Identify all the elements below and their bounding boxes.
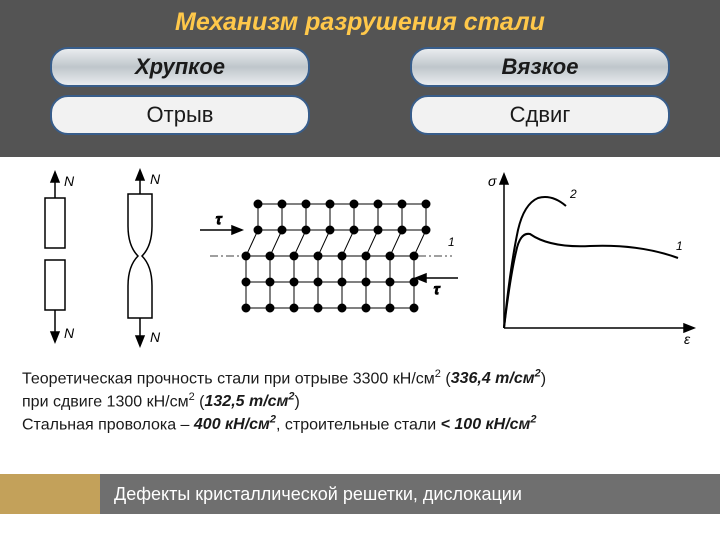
body-text: Теоретическая прочность стали при отрыве… — [0, 353, 720, 446]
label-N-bot2: N — [150, 329, 161, 345]
pill-shear: Сдвиг — [410, 95, 670, 135]
bottom-caption: Дефекты кристаллической решетки, дислока… — [100, 474, 720, 514]
header-panel: Механизм разрушения стали Хрупкое Вязкое… — [0, 0, 720, 157]
necking-diagram: N N — [100, 168, 180, 348]
diagram-row: N N N N τ τ 1 — [12, 163, 708, 353]
lattice-point-1: 1 — [448, 235, 455, 249]
bottom-bar: Дефекты кристаллической решетки, дислока… — [0, 474, 720, 514]
sigma-label: σ — [488, 173, 497, 189]
curve-2-label: 2 — [569, 187, 577, 201]
curve-1-label: 1 — [676, 239, 683, 253]
slide-title: Механизм разрушения стали — [0, 8, 720, 37]
lattice-diagram: τ τ 1 — [190, 168, 470, 348]
tau-label-left: τ — [216, 211, 222, 227]
pill-tearoff: Отрыв — [50, 95, 310, 135]
pill-ductile: Вязкое — [410, 47, 670, 87]
pill-brittle: Хрупкое — [50, 47, 310, 87]
tensile-diagram: N N — [20, 168, 90, 348]
stress-strain-diagram: σ ε 2 1 — [480, 168, 700, 348]
epsilon-label: ε — [684, 331, 691, 347]
strength-line-3: Стальная проволока – 400 кН/см2, строите… — [22, 413, 698, 436]
strength-line-1: Теоретическая прочность стали при отрыве… — [22, 367, 698, 390]
sub-pill-row: Отрыв Сдвиг — [0, 95, 720, 135]
label-N-top: N — [64, 173, 75, 189]
strength-line-2: при сдвиге 1300 кН/см2 (132,5 т/см2) — [22, 390, 698, 413]
label-N-bot: N — [64, 325, 75, 341]
bottom-accent — [0, 474, 100, 514]
tau-label-right: τ — [434, 281, 440, 297]
header-pill-row: Хрупкое Вязкое — [0, 47, 720, 87]
label-N-top2: N — [150, 171, 161, 187]
